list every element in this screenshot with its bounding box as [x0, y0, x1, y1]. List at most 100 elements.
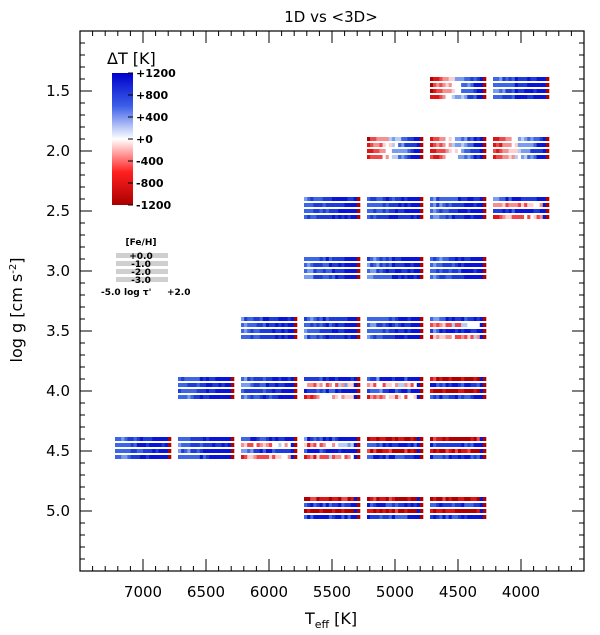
heatmap-cell: [269, 383, 273, 387]
heatmap-cell: [316, 515, 320, 519]
heatmap-cell: [404, 149, 408, 153]
heatmap-cell: [373, 455, 377, 459]
heatmap-cell: [350, 329, 355, 333]
heatmap-cell: [470, 335, 474, 339]
heatmap-cell: [458, 263, 462, 267]
heatmap-cell: [350, 317, 355, 321]
inset-key-bar: [116, 253, 168, 258]
heatmap-cell: [502, 83, 506, 87]
heatmap-cell: [542, 89, 547, 93]
heatmap-cell: [341, 449, 345, 453]
heatmap-cell: [467, 317, 471, 321]
heatmap-cell: [332, 515, 336, 519]
heatmap-cell: [373, 263, 377, 267]
heatmap-cell: [164, 443, 169, 447]
heatmap-cell: [250, 329, 254, 333]
heatmap-cell: [385, 455, 390, 459]
heatmap-cell: [218, 377, 222, 381]
heatmap-cell: [149, 443, 153, 447]
heatmap-cell: [367, 395, 371, 399]
heatmap-cell: [178, 449, 182, 453]
heatmap-cell: [184, 383, 188, 387]
y-tick-label: 5.0: [46, 502, 70, 520]
heatmap-cell: [307, 197, 311, 201]
heatmap-cell: [379, 335, 383, 339]
heatmap-cell: [442, 335, 446, 339]
heatmap-cell: [416, 137, 421, 141]
heatmap-cell: [410, 497, 414, 501]
heatmap-cell: [367, 215, 371, 219]
y-tick-label: 1.5: [46, 82, 70, 100]
heatmap-cell: [464, 503, 468, 507]
y-tick-label: 4.0: [46, 382, 70, 400]
heatmap-cell: [230, 395, 235, 399]
heatmap-cell: [307, 449, 311, 453]
heatmap-cell: [376, 395, 380, 399]
heatmap-cell: [419, 503, 424, 507]
heatmap-cell: [347, 263, 351, 267]
heatmap-cell: [448, 155, 453, 159]
heatmap-cell: [247, 383, 251, 387]
heatmap-cell: [445, 83, 449, 87]
heatmap-cell: [461, 149, 465, 153]
heatmap-cell: [517, 95, 522, 99]
heatmap-cell: [395, 149, 399, 153]
heatmap-cell: [439, 503, 443, 507]
heatmap-cell: [419, 389, 424, 393]
heatmap-cell: [370, 209, 374, 213]
heatmap-cell: [419, 509, 424, 513]
heatmap-cell: [221, 437, 225, 441]
heatmap-cell: [385, 335, 390, 339]
heatmap-cell: [439, 137, 443, 141]
heatmap-cell: [476, 95, 481, 99]
heatmap-cell: [313, 317, 317, 321]
heatmap-cell: [464, 209, 468, 213]
heatmap-cell: [461, 377, 465, 381]
heatmap-cell: [430, 275, 434, 279]
heatmap-cell: [388, 275, 393, 279]
heatmap-cell: [401, 443, 405, 447]
heatmap-cell: [304, 317, 308, 321]
heatmap-cell: [505, 209, 509, 213]
heatmap-cell: [448, 203, 453, 207]
heatmap-cell: [307, 497, 311, 501]
heatmap-cell: [499, 197, 503, 201]
heatmap-cell: [187, 389, 191, 393]
heatmap-cell: [328, 395, 333, 399]
heatmap-cell: [335, 215, 339, 219]
heatmap-cell: [139, 455, 144, 459]
heatmap-cell: [439, 275, 443, 279]
heatmap-cell: [379, 143, 383, 147]
heatmap-cell: [521, 155, 525, 159]
heatmap-cell: [307, 455, 311, 459]
heatmap-cell: [262, 317, 267, 321]
heatmap-cell: [410, 323, 414, 327]
heatmap-cell: [278, 335, 282, 339]
heatmap-cell: [419, 323, 424, 327]
heatmap-cell: [328, 509, 333, 513]
heatmap-cell: [388, 203, 393, 207]
heatmap-cell: [215, 383, 219, 387]
heatmap-cell: [325, 377, 330, 381]
heatmap-cell: [184, 437, 188, 441]
heatmap-cell: [136, 443, 141, 447]
heatmap-cell: [322, 323, 327, 327]
heatmap-cell: [473, 509, 477, 513]
heatmap-cell: [281, 329, 285, 333]
heatmap-cell: [344, 197, 348, 201]
heatmap-cell: [388, 515, 393, 519]
heatmap-cell: [202, 437, 207, 441]
heatmap-cell: [281, 323, 285, 327]
heatmap-cell: [304, 437, 308, 441]
heatmap-cell: [482, 209, 487, 213]
heatmap-cell: [467, 329, 471, 333]
heatmap-cell: [325, 389, 330, 393]
heatmap-cell: [313, 329, 317, 333]
heatmap-cell: [332, 497, 336, 501]
heatmap-cell: [187, 377, 191, 381]
heatmap-cell: [439, 209, 443, 213]
heatmap-cell: [379, 515, 383, 519]
colorbar-label: +800: [136, 89, 169, 102]
heatmap-cell: [391, 503, 396, 507]
heatmap-cell: [193, 449, 197, 453]
